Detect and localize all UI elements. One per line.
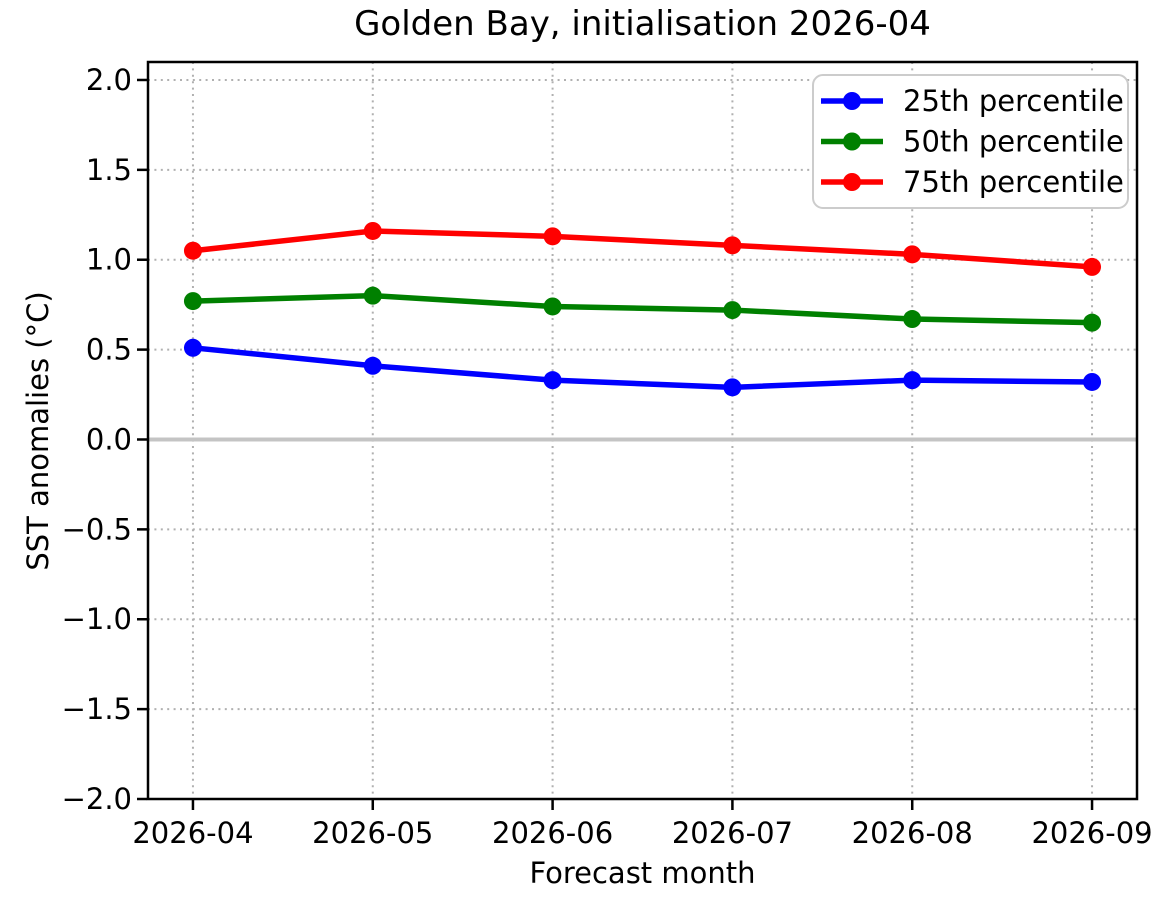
y-tick-label: −0.5 xyxy=(62,512,132,546)
y-tick-label: 0.5 xyxy=(86,333,132,367)
x-tick-label: 2026-09 xyxy=(1031,816,1152,850)
y-tick-label: −2.0 xyxy=(62,782,132,816)
x-tick-label: 2026-05 xyxy=(312,816,433,850)
marker-50th-percentile xyxy=(903,310,922,329)
marker-75th-percentile xyxy=(1083,257,1102,276)
marker-25th-percentile xyxy=(543,371,562,390)
x-tick-label: 2026-06 xyxy=(492,816,613,850)
x-tick-label: 2026-04 xyxy=(132,816,253,850)
line-50th-percentile xyxy=(190,292,1095,326)
line-75th-percentile xyxy=(190,228,1095,270)
chart-title: Golden Bay, initialisation 2026-04 xyxy=(354,4,931,44)
marker-25th-percentile xyxy=(183,338,202,357)
legend-marker-25th-percentile xyxy=(843,92,861,110)
y-tick-label: −1.5 xyxy=(62,692,132,726)
marker-25th-percentile xyxy=(363,356,382,375)
marker-50th-percentile xyxy=(183,292,202,311)
marker-50th-percentile xyxy=(1083,313,1102,332)
y-tick-label: 2.0 xyxy=(86,63,132,97)
legend-label-75th-percentile: 75th percentile xyxy=(903,165,1124,199)
marker-75th-percentile xyxy=(363,221,382,240)
marker-25th-percentile xyxy=(903,371,922,390)
marker-75th-percentile xyxy=(543,227,562,246)
legend-marker-75th-percentile xyxy=(843,173,861,191)
legend-box xyxy=(812,74,1129,209)
marker-50th-percentile xyxy=(723,301,742,320)
legend-label-50th-percentile: 50th percentile xyxy=(903,125,1124,159)
y-tick-label: −1.0 xyxy=(62,602,132,636)
legend-marker-50th-percentile xyxy=(843,132,861,151)
x-tick-label: 2026-07 xyxy=(672,816,793,850)
marker-75th-percentile xyxy=(723,236,742,255)
marker-25th-percentile xyxy=(723,378,742,397)
y-axis-label: SST anomalies (°C) xyxy=(21,291,55,571)
legend-label-25th-percentile: 25th percentile xyxy=(903,84,1124,118)
y-tick-label: 1.5 xyxy=(86,153,132,187)
y-tick-label: 0.0 xyxy=(86,422,132,456)
x-axis-label: Forecast month xyxy=(529,856,756,890)
marker-75th-percentile xyxy=(183,241,202,260)
line-25th-percentile xyxy=(190,345,1095,391)
marker-75th-percentile xyxy=(903,245,922,264)
marker-50th-percentile xyxy=(543,297,562,316)
marker-25th-percentile xyxy=(1083,372,1102,391)
plot-border xyxy=(146,60,1139,801)
marker-50th-percentile xyxy=(363,286,382,305)
x-tick-label: 2026-08 xyxy=(852,816,973,850)
y-tick-label: 1.0 xyxy=(86,243,132,277)
